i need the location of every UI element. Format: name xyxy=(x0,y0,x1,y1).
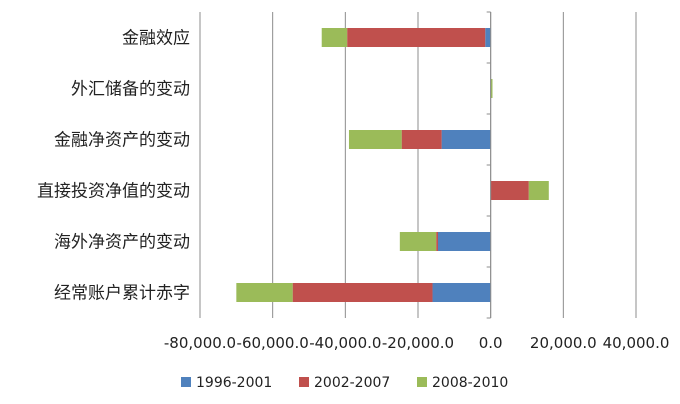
legend-swatch xyxy=(181,377,191,387)
category-label: 直接投资净值的变动 xyxy=(37,182,190,202)
bar-1996-2001-2 xyxy=(441,130,491,149)
bar-2008-2010-5 xyxy=(236,283,293,302)
x-tick-labels: -80,000.0 -60,000.0 -40,000.0 -20,000.0 0.0 2… xyxy=(164,334,670,352)
category-label: 经常账户累计赤字 xyxy=(54,284,190,304)
bar-1996-2001-0 xyxy=(485,28,491,47)
bar-2002-2007-3 xyxy=(490,181,529,200)
x-tick-label: -40,000.0 xyxy=(309,334,381,352)
x-tick-label: 40,000.0 xyxy=(603,334,670,352)
bar-1996-2001-4 xyxy=(437,232,491,251)
category-label: 金融效应 xyxy=(122,29,190,49)
legend-label: 2008-2010 xyxy=(432,375,508,391)
bar-2008-2010-4 xyxy=(399,232,437,251)
bar-2002-2007-5 xyxy=(292,283,433,302)
bar-2002-2007-4 xyxy=(436,232,438,251)
category-labels: 金融效应外汇储备的变动金融净资产的变动直接投资净值的变动海外净资产的变动经常账户… xyxy=(37,29,190,304)
category-label: 海外净资产的变动 xyxy=(54,233,190,253)
bar-2008-2010-3 xyxy=(528,181,549,200)
category-label: 外汇储备的变动 xyxy=(71,80,190,100)
legend-label: 2002-2007 xyxy=(314,375,390,391)
x-tick-label: 0.0 xyxy=(479,334,503,352)
legend-label: 1996-2001 xyxy=(196,375,272,391)
gridlines xyxy=(199,12,637,318)
bar-2008-2010-2 xyxy=(348,130,402,149)
x-tick-label: -80,000.0 xyxy=(164,334,236,352)
bar-1996-2001-5 xyxy=(432,283,491,302)
bars xyxy=(236,28,549,302)
x-tick-label: -60,000.0 xyxy=(237,334,309,352)
legend: 1996-2001 2002-2007 2008-2010 xyxy=(181,375,508,391)
bar-2008-2010-1 xyxy=(490,79,493,98)
x-tick-label: -20,000.0 xyxy=(382,334,454,352)
legend-swatch xyxy=(299,377,309,387)
bar-2002-2007-2 xyxy=(401,130,442,149)
bar-2008-2010-0 xyxy=(321,28,348,47)
x-tick-label: 20,000.0 xyxy=(530,334,597,352)
legend-swatch xyxy=(417,377,427,387)
category-label: 金融净资产的变动 xyxy=(54,131,190,151)
bar-2002-2007-0 xyxy=(347,28,486,47)
axes xyxy=(486,11,492,319)
